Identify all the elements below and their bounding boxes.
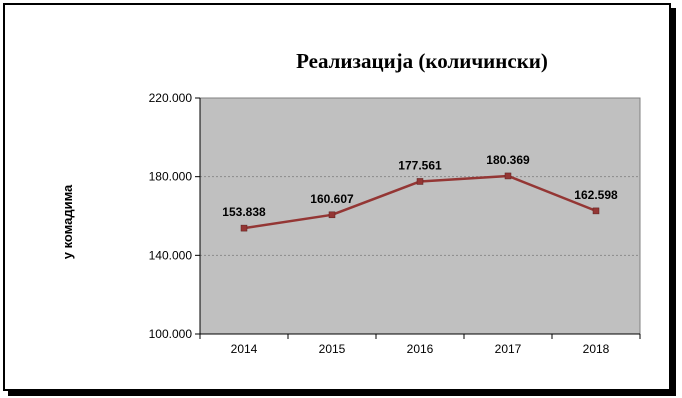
data-point: [416, 178, 424, 185]
y-tick-label: 180.000: [149, 170, 193, 184]
x-tick-label: 2018: [583, 342, 610, 356]
x-tick-label: 2015: [319, 342, 346, 356]
data-label: 153.838: [222, 205, 266, 219]
data-point: [328, 211, 336, 219]
x-tick-label: 2014: [231, 342, 258, 356]
data-point: [504, 172, 512, 180]
data-point: [240, 224, 248, 232]
y-tick-label: 220.000: [149, 91, 193, 105]
data-point: [592, 207, 600, 215]
data-label: 162.598: [574, 188, 618, 202]
y-tick-label: 140.000: [149, 248, 193, 262]
y-tick-label: 100.000: [149, 327, 193, 341]
plot-area: [199, 97, 641, 335]
chart-title: Реализација (количински): [296, 49, 548, 73]
data-label: 177.561: [398, 158, 442, 172]
x-tick-label: 2016: [407, 342, 434, 356]
data-label: 180.369: [486, 153, 530, 167]
x-tick-label: 2017: [495, 342, 522, 356]
data-label: 160.607: [310, 192, 354, 206]
y-axis-label: у комадима: [60, 184, 75, 259]
